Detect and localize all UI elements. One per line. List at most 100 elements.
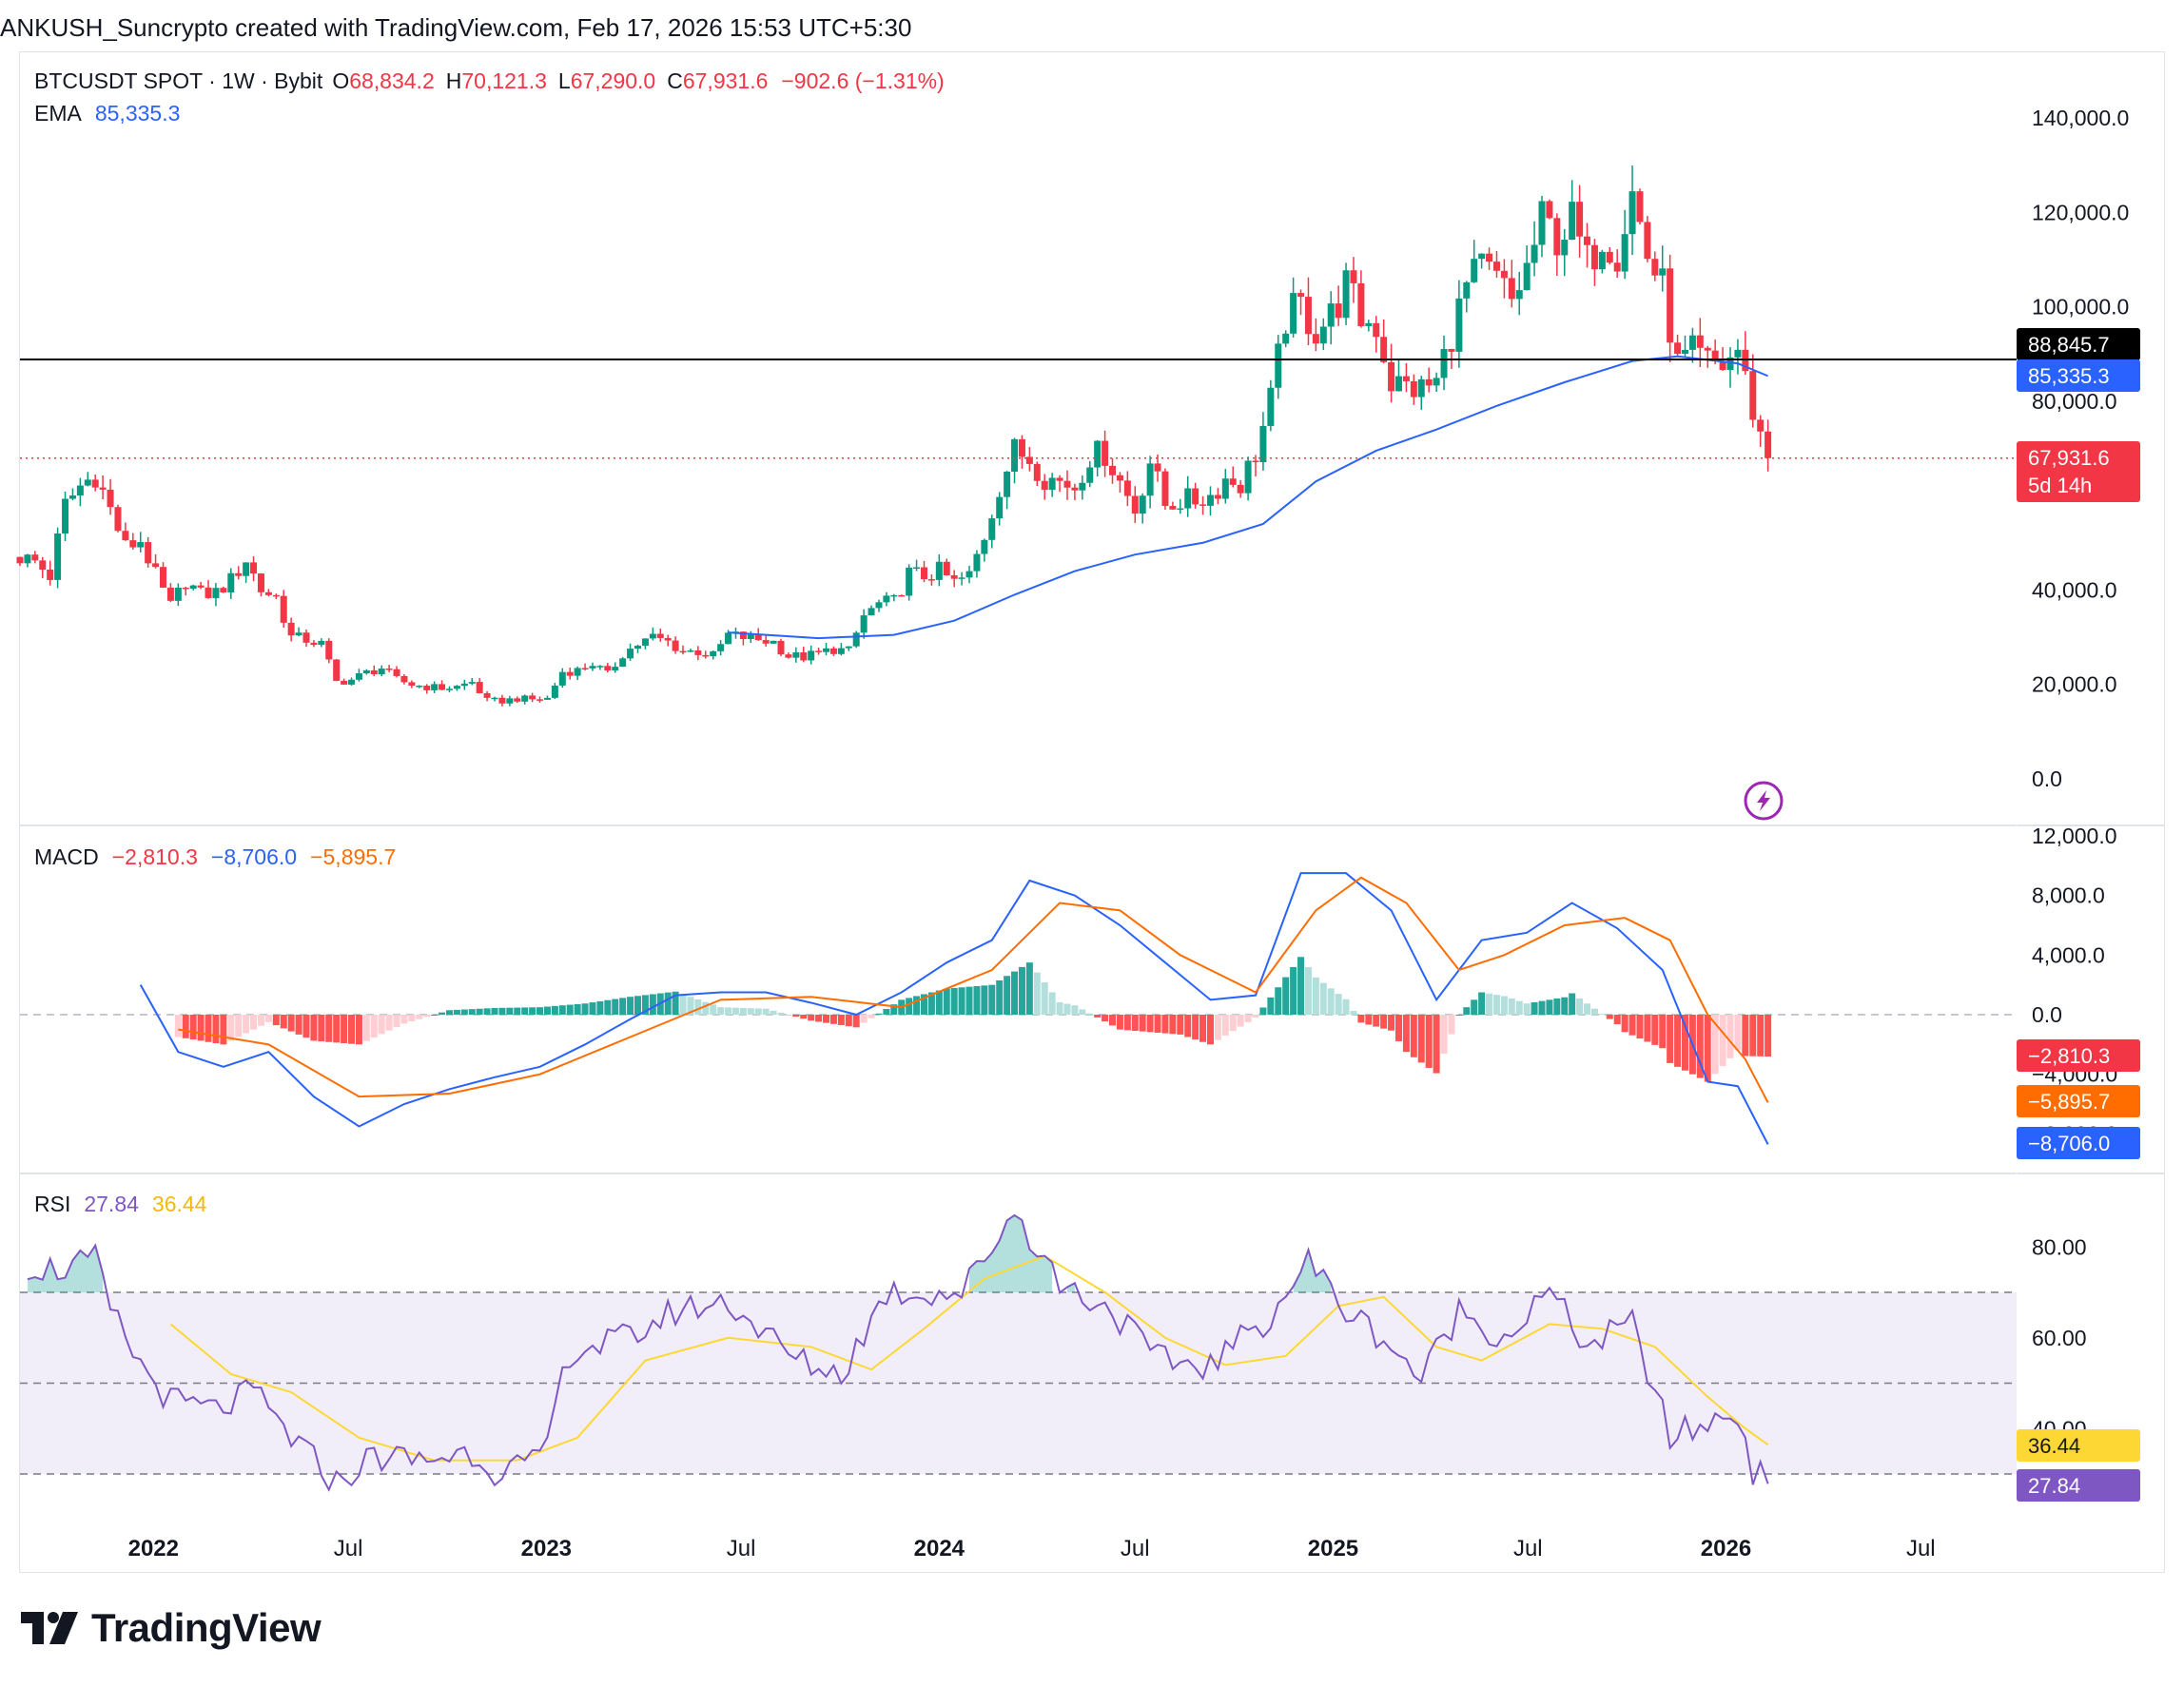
macd-histogram-bar[interactable] (1590, 1008, 1598, 1015)
candle-body[interactable] (84, 479, 91, 486)
macd-histogram-bar[interactable] (1290, 966, 1297, 1015)
candle-body[interactable] (739, 631, 747, 639)
macd-histogram-bar[interactable] (1109, 1015, 1117, 1026)
macd-histogram-bar[interactable] (1417, 1015, 1425, 1063)
candle-body[interactable] (770, 640, 777, 644)
macd-histogram-bar[interactable] (220, 1015, 227, 1045)
candle-body[interactable] (913, 567, 921, 570)
macd-histogram-bar[interactable] (1206, 1015, 1214, 1045)
macd-histogram-bar[interactable] (649, 994, 656, 1015)
macd-histogram-bar[interactable] (687, 997, 694, 1015)
macd-histogram-bar[interactable] (1696, 1015, 1704, 1078)
macd-histogram-bar[interactable] (264, 1015, 272, 1022)
macd-histogram-bar[interactable] (860, 1015, 868, 1023)
candle-body[interactable] (1048, 477, 1056, 491)
macd-histogram-bar[interactable] (1327, 988, 1335, 1015)
candle-body[interactable] (1478, 253, 1486, 260)
macd-histogram-bar[interactable] (823, 1015, 830, 1023)
macd-histogram-bar[interactable] (325, 1015, 333, 1042)
candle-body[interactable] (1569, 202, 1576, 241)
macd-histogram-bar[interactable] (574, 1003, 581, 1015)
macd-histogram-bar[interactable] (212, 1015, 220, 1044)
macd-histogram-bar[interactable] (1765, 1015, 1772, 1057)
candle-body[interactable] (39, 560, 47, 570)
candle-body[interactable] (641, 638, 649, 647)
candle-body[interactable] (1425, 378, 1433, 386)
candle-body[interactable] (558, 671, 566, 686)
candle-body[interactable] (1584, 236, 1591, 245)
macd-histogram-bar[interactable] (581, 1003, 589, 1015)
candle-body[interactable] (1109, 465, 1117, 475)
macd-histogram-bar[interactable] (543, 1006, 551, 1015)
macd-histogram-bar[interactable] (235, 1015, 243, 1037)
candle-body[interactable] (348, 679, 356, 685)
macd-histogram-bar[interactable] (536, 1007, 544, 1015)
macd-histogram-bar[interactable] (257, 1015, 264, 1026)
macd-histogram-bar[interactable] (1086, 1013, 1094, 1015)
macd-histogram-bar[interactable] (362, 1015, 370, 1041)
candle-body[interactable] (1267, 387, 1275, 426)
candle-body[interactable] (1365, 322, 1373, 326)
candle-body[interactable] (860, 615, 868, 633)
candle-body[interactable] (1471, 259, 1478, 282)
candle-body[interactable] (800, 652, 808, 661)
candle-body[interactable] (1561, 240, 1569, 256)
candle-body[interactable] (1011, 438, 1019, 473)
candle-body[interactable] (747, 633, 754, 639)
macd-histogram-bar[interactable] (272, 1015, 280, 1026)
candle-body[interactable] (1004, 472, 1011, 497)
candle-body[interactable] (1734, 349, 1742, 358)
macd-histogram-bar[interactable] (988, 984, 996, 1015)
macd-histogram-bar[interactable] (950, 987, 958, 1015)
macd-histogram-bar[interactable] (243, 1015, 250, 1034)
candle-body[interactable] (243, 562, 250, 576)
macd-histogram-bar[interactable] (348, 1015, 356, 1044)
macd-histogram-bar[interactable] (1606, 1015, 1613, 1019)
candle-body[interactable] (114, 507, 122, 532)
macd-histogram-bar[interactable] (280, 1015, 287, 1029)
candle-body[interactable] (883, 595, 890, 603)
macd-histogram-bar[interactable] (868, 1015, 875, 1018)
macd-histogram-bar[interactable] (1319, 982, 1327, 1015)
candle-body[interactable] (958, 577, 965, 579)
macd-histogram-bar[interactable] (1102, 1015, 1109, 1022)
candle-body[interactable] (460, 683, 468, 687)
macd-histogram-bar[interactable] (875, 1013, 883, 1015)
candle-body[interactable] (272, 594, 280, 597)
macd-histogram-bar[interactable] (808, 1015, 815, 1021)
candle-body[interactable] (1606, 251, 1613, 263)
macd-histogram-bar[interactable] (1613, 1015, 1621, 1024)
candle-body[interactable] (491, 697, 498, 700)
macd-histogram-bar[interactable] (205, 1015, 212, 1042)
candle-body[interactable] (619, 658, 627, 668)
candle-body[interactable] (137, 542, 145, 548)
candle-body[interactable] (174, 587, 182, 601)
candle-body[interactable] (370, 669, 378, 675)
macd-histogram-bar[interactable] (1365, 1015, 1373, 1025)
macd-histogram-bar[interactable] (1282, 977, 1290, 1015)
candle-body[interactable] (927, 579, 935, 581)
candle-body[interactable] (1463, 281, 1471, 299)
macd-histogram-bar[interactable] (679, 994, 687, 1015)
candle-body[interactable] (1102, 440, 1109, 466)
macd-histogram-bar[interactable] (1584, 1003, 1591, 1015)
macd-histogram-bar[interactable] (1515, 1000, 1523, 1015)
candle-body[interactable] (1757, 419, 1765, 432)
macd-histogram-bar[interactable] (1402, 1015, 1410, 1053)
candle-body[interactable] (76, 485, 84, 496)
macd-histogram-bar[interactable] (1478, 992, 1486, 1016)
macd-histogram-bar[interactable] (1636, 1015, 1644, 1039)
macd-histogram-bar[interactable] (408, 1015, 416, 1022)
macd-histogram-bar[interactable] (1357, 1015, 1365, 1023)
macd-histogram-bar[interactable] (551, 1005, 558, 1015)
macd-histogram-bar[interactable] (370, 1015, 378, 1038)
candle-body[interactable] (99, 487, 107, 490)
macd-histogram-bar[interactable] (1199, 1015, 1207, 1042)
candle-body[interactable] (385, 669, 393, 670)
candle-body[interactable] (1146, 463, 1154, 496)
candle-body[interactable] (152, 563, 160, 568)
macd-histogram-bar[interactable] (416, 1015, 423, 1019)
candle-body[interactable] (1025, 456, 1033, 464)
candle-body[interactable] (1546, 201, 1553, 219)
macd-histogram-bar[interactable] (996, 979, 1004, 1015)
